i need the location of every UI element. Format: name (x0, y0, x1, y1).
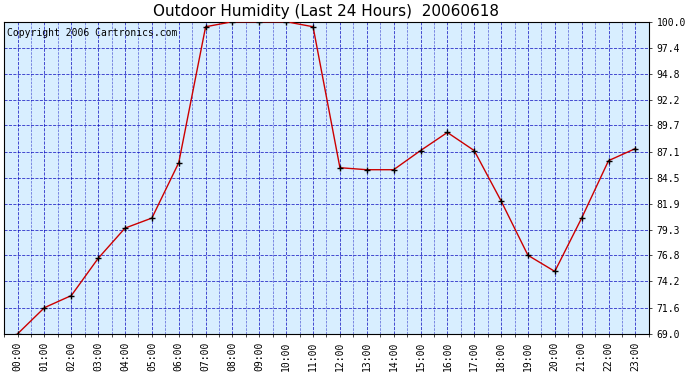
Title: Outdoor Humidity (Last 24 Hours)  20060618: Outdoor Humidity (Last 24 Hours) 2006061… (153, 4, 500, 19)
Text: Copyright 2006 Cartronics.com: Copyright 2006 Cartronics.com (8, 28, 178, 38)
